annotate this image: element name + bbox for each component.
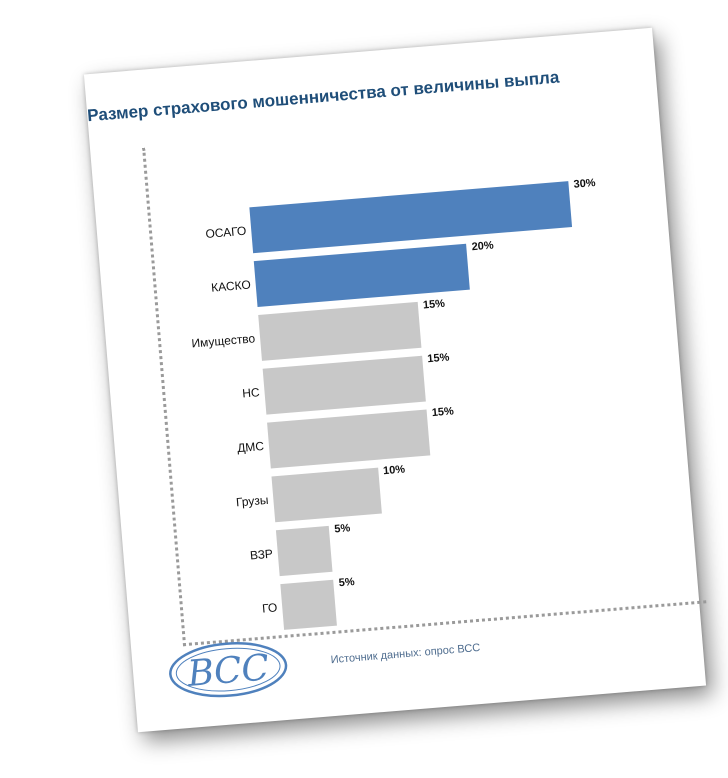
value-label: 10% — [382, 463, 406, 478]
vss-logo: ВСС — [169, 642, 288, 698]
bar — [275, 525, 333, 577]
bar — [258, 301, 422, 361]
value-label: 15% — [431, 405, 455, 420]
logo-ellipse-outer — [169, 642, 288, 698]
data-source-note: Источник данных: опрос ВСС — [330, 641, 481, 667]
category-label: КАСКО — [210, 277, 252, 295]
value-label: 20% — [471, 239, 495, 254]
value-label: 30% — [573, 176, 597, 191]
chart-card: Размер страхового мошенничества от велич… — [83, 27, 707, 733]
value-label: 5% — [338, 576, 356, 590]
plot-area: ОСАГО 30% КАСКО 20% Имущество 15% НС 15% ДМС 15% Г… — [142, 105, 706, 646]
bar — [249, 181, 573, 254]
category-label: Грузы — [235, 492, 269, 510]
category-label: Имущество — [190, 331, 256, 351]
category-label: ОСАГО — [204, 223, 247, 242]
value-label: 5% — [333, 522, 351, 536]
bar — [267, 409, 431, 469]
category-label: ДМС — [236, 438, 265, 456]
bar — [262, 355, 426, 415]
value-label: 15% — [426, 351, 450, 366]
value-label: 15% — [422, 297, 446, 312]
logo-ellipse-inner — [175, 647, 281, 692]
category-label: ГО — [261, 600, 278, 616]
bar — [280, 579, 338, 630]
bar — [271, 467, 382, 523]
logo-text: ВСС — [185, 647, 271, 695]
category-label: ВЗР — [249, 546, 274, 563]
category-label: НС — [241, 385, 261, 401]
